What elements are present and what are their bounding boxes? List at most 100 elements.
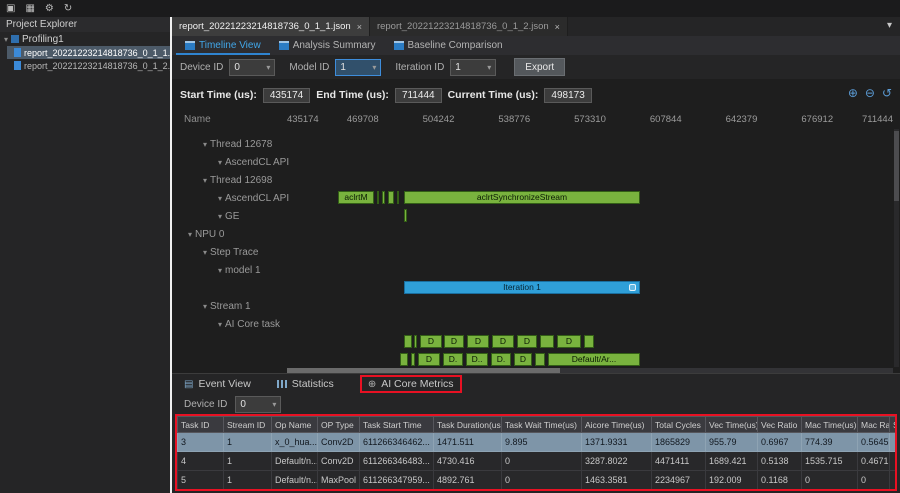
task-bar[interactable]: D xyxy=(467,335,489,348)
scrollbar-thumb[interactable] xyxy=(287,368,560,374)
ruler-tick-track: 435174 469708 504242 538776 573310 607844 6423… xyxy=(287,114,893,128)
main-area: report_20221223214818736_0_1_1.json × repo… xyxy=(172,17,900,493)
table-row[interactable]: 5 1 Default/n... MaxPool 611266347959... 4892… xyxy=(177,470,895,489)
table-cell: 955.79 xyxy=(705,432,758,452)
tree-item-report-20221223214818736-0-1-2-json[interactable]: report_20221223214818736_0_1_2.json xyxy=(7,59,170,72)
column-header-total-cycles[interactable]: Total Cycles xyxy=(651,416,706,433)
task-bar[interactable]: D. xyxy=(443,353,463,366)
tree-item-model-1[interactable]: ▾ model 1 xyxy=(218,261,261,279)
model-id-select[interactable]: 1 ▾ xyxy=(335,58,382,76)
task-bar[interactable] xyxy=(404,335,412,348)
zoom-out-icon[interactable]: ⊖ xyxy=(864,86,875,100)
column-header-task-wait-time-us[interactable]: Task Wait Time(us) xyxy=(501,416,582,433)
device-id-select[interactable]: 0 ▾ xyxy=(235,395,282,413)
editor-tab-report-20221223214818736-0-1-2-json[interactable]: report_20221223214818736_0_1_2.json × xyxy=(369,17,568,36)
task-bar[interactable] xyxy=(388,191,394,204)
device-id-select[interactable]: 0 ▾ xyxy=(229,58,276,76)
column-header-s[interactable]: S xyxy=(889,416,895,433)
grid-icon[interactable]: ▦ xyxy=(25,2,35,14)
task-bar[interactable]: D xyxy=(444,335,464,348)
chevron-down-icon[interactable]: ▾ xyxy=(886,20,892,31)
scrollbar-thumb[interactable] xyxy=(894,131,899,201)
task-bar[interactable]: D xyxy=(514,353,532,366)
task-bar[interactable]: D xyxy=(517,335,537,348)
tree-item-thread-12698[interactable]: ▾ Thread 12698 xyxy=(203,171,272,189)
column-header-stream-id[interactable]: Stream ID xyxy=(223,416,272,433)
column-header-task-duration-us[interactable]: Task Duration(us) xyxy=(433,416,502,433)
close-icon[interactable]: × xyxy=(356,21,362,32)
task-bar[interactable]: aclrtSynchronizeStream xyxy=(404,191,640,204)
zoom-in-icon[interactable]: ⊕ xyxy=(847,86,858,100)
tree-item-thread-12678[interactable]: ▾ Thread 12678 xyxy=(203,135,272,153)
tree-item-report-20221223214818736-0-1-1-json[interactable]: report_20221223214818736_0_1_1.json xyxy=(7,46,170,59)
tree-item-profiling1[interactable]: ▾ Profiling1 xyxy=(0,32,170,46)
settings-icon[interactable]: ⚙ xyxy=(44,2,54,14)
task-bar[interactable] xyxy=(377,191,379,204)
tab-timeline-view[interactable]: Timeline View xyxy=(176,36,270,55)
tree-item-ai-core-task[interactable]: ▾ AI Core task xyxy=(218,315,280,333)
tree-item-npu-0[interactable]: ▾ NPU 0 xyxy=(188,225,224,243)
editor-tab-report-20221223214818736-0-1-1-json[interactable]: report_20221223214818736_0_1_1.json × xyxy=(172,17,370,36)
reset-zoom-icon[interactable]: ↺ xyxy=(881,86,892,100)
panel-resize-divider[interactable] xyxy=(170,17,172,493)
task-bar[interactable] xyxy=(540,335,554,348)
iteration-bar[interactable]: Iteration 1 xyxy=(404,281,640,294)
close-icon[interactable]: × xyxy=(554,21,560,32)
tab-ai-core-metrics[interactable]: ⊕ AI Core Metrics xyxy=(359,375,462,393)
column-header-op-type[interactable]: OP Type xyxy=(317,416,360,433)
refresh-icon[interactable]: ↻ xyxy=(63,2,73,14)
tree-item-ge[interactable]: ▾ GE xyxy=(218,207,239,225)
column-header-vec-time-us[interactable]: Vec Time(us) xyxy=(705,416,758,433)
task-bar[interactable]: D. xyxy=(491,353,511,366)
task-bar[interactable] xyxy=(535,353,545,366)
task-bar[interactable] xyxy=(382,191,385,204)
task-bar[interactable] xyxy=(584,335,594,348)
column-header-vec-ratio[interactable]: Vec Ratio xyxy=(757,416,802,433)
timeline-row-label: AscendCL API xyxy=(225,156,290,168)
tree-item-ascendcl-api[interactable]: ▾ AscendCL API xyxy=(218,189,289,207)
task-bar[interactable]: aclrtM xyxy=(338,191,374,204)
task-bar[interactable]: D xyxy=(418,353,440,366)
tab-statistics[interactable]: Statistics xyxy=(276,378,334,390)
task-bar[interactable] xyxy=(400,353,408,366)
tree-item-ascendcl-api[interactable]: ▾ AscendCL API xyxy=(218,153,289,171)
ruler-tick: 573310 xyxy=(574,114,606,125)
ruler-tick: 607844 xyxy=(649,114,682,125)
task-bar[interactable]: D xyxy=(420,335,442,348)
table-row[interactable]: 3 1 x_0_hua... Conv2D 611266346462... 1471.51… xyxy=(177,432,895,452)
task-bar[interactable] xyxy=(404,209,407,222)
column-header-op-name[interactable]: Op Name xyxy=(271,416,318,433)
tab-event-view[interactable]: ▤ Event View xyxy=(184,378,251,390)
timeline-row-label: GE xyxy=(225,210,240,222)
json-file-icon xyxy=(14,61,21,70)
tree-item-step-trace[interactable]: ▾ Step Trace xyxy=(203,243,258,261)
tree-item-stream-1[interactable]: ▾ Stream 1 xyxy=(203,297,251,315)
model-id-label: Model ID xyxy=(289,61,330,73)
task-bar[interactable]: D xyxy=(492,335,514,348)
table-cell: 2234967 xyxy=(651,470,706,489)
table-row[interactable]: 4 1 Default/n... Conv2D 611266346483... 4730.… xyxy=(177,451,895,471)
task-bar[interactable]: D xyxy=(557,335,581,348)
window-icon[interactable]: ▣ xyxy=(6,2,16,14)
task-bar[interactable]: D.. xyxy=(466,353,488,366)
tab-baseline-comparison[interactable]: Baseline Comparison xyxy=(385,36,512,55)
iteration-id-select[interactable]: 1 ▾ xyxy=(450,58,497,76)
task-bar[interactable] xyxy=(414,335,417,348)
column-header-aicore-time-us[interactable]: Aicore Time(us) xyxy=(581,416,652,433)
bar-chart-icon xyxy=(276,380,287,388)
column-header-task-id[interactable]: Task ID xyxy=(177,416,224,433)
column-header-task-start-time[interactable]: Task Start Time xyxy=(359,416,434,433)
column-header-mac-ratio[interactable]: Mac Ratio xyxy=(857,416,890,433)
vertical-scrollbar[interactable] xyxy=(894,129,899,367)
horizontal-scrollbar[interactable] xyxy=(287,368,893,374)
table-cell: 1535.715 xyxy=(801,451,858,471)
task-bar[interactable] xyxy=(397,191,399,204)
table-cell: 1689.421 xyxy=(705,451,758,471)
task-bar[interactable] xyxy=(411,353,415,366)
column-header-mac-time-us[interactable]: Mac Time(us) xyxy=(801,416,858,433)
chevron-down-icon: ▾ xyxy=(487,62,492,72)
export-button[interactable]: Export xyxy=(514,58,566,76)
task-bar[interactable]: Default/Ar... xyxy=(548,353,640,366)
tab-analysis-summary[interactable]: Analysis Summary xyxy=(270,36,385,55)
view-tab-label: Timeline View xyxy=(199,40,261,51)
